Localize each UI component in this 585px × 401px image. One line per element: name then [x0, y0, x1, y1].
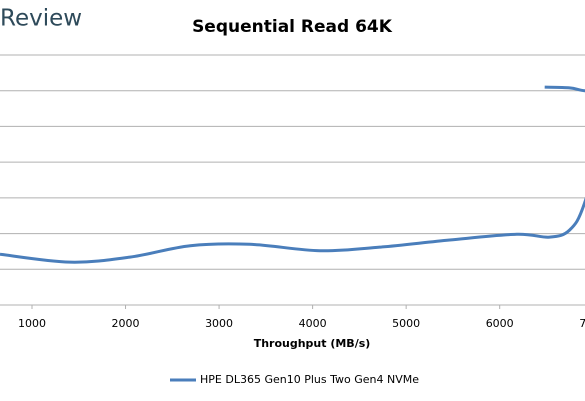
x-tick-label: 1000: [18, 317, 46, 330]
x-axis-title: Throughput (MB/s): [254, 337, 371, 350]
x-tick-label: 7000: [579, 317, 585, 330]
x-tick-label: 4000: [299, 317, 327, 330]
x-tick-label: 6000: [486, 317, 514, 330]
x-tick-label: 5000: [392, 317, 420, 330]
legend-label: HPE DL365 Gen10 Plus Two Gen4 NVMe: [200, 373, 419, 386]
chart-title: Sequential Read 64K: [192, 17, 393, 37]
x-tick-label: 3000: [205, 317, 233, 330]
x-tick-label: 2000: [112, 317, 140, 330]
brand-logo: Review: [0, 6, 82, 32]
series-line: [0, 85, 585, 264]
